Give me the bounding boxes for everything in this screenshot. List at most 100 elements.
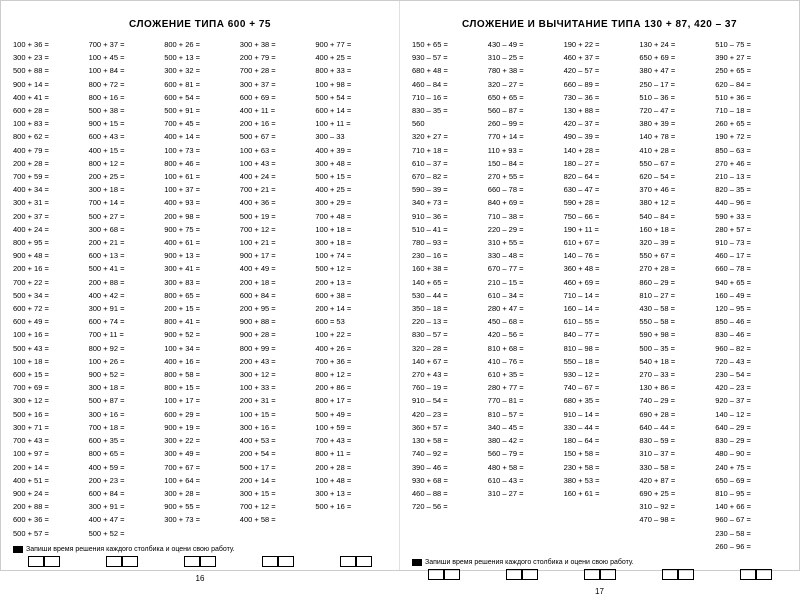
math-problem: 120 – 95 = [715, 302, 787, 315]
math-problem: 400 + 25 = [315, 51, 387, 64]
math-problem: 380 + 39 = [639, 117, 711, 130]
math-problem: 370 + 46 = [639, 183, 711, 196]
math-problem: 310 – 27 = [488, 487, 560, 500]
math-problem: 180 – 27 = [564, 157, 636, 170]
math-problem: 910 – 54 = [412, 394, 484, 407]
problem-column: 510 – 75 =390 + 27 =250 + 65 =620 – 84 =… [715, 38, 787, 553]
math-problem: 770 – 81 = [488, 394, 560, 407]
time-box [106, 556, 122, 567]
math-problem: 400 + 14 = [164, 130, 236, 143]
problem-column: 100 + 36 =300 + 23 =500 + 88 =900 + 14 =… [13, 38, 85, 540]
math-problem: 800 + 26 = [164, 38, 236, 51]
math-problem: 510 – 36 = [639, 91, 711, 104]
math-problem: 200 + 16 = [240, 117, 312, 130]
math-problem: 150 – 84 = [488, 157, 560, 170]
math-problem: 600 + 38 = [315, 289, 387, 302]
math-problem: 110 + 93 = [488, 144, 560, 157]
math-problem: 300 + 71 = [13, 421, 85, 434]
math-problem: 140 + 67 = [412, 355, 484, 368]
math-problem: 650 + 65 = [488, 91, 560, 104]
math-problem: 900 + 15 = [89, 117, 161, 130]
math-problem: 480 + 58 = [488, 461, 560, 474]
math-problem: 700 + 28 = [240, 64, 312, 77]
math-problem: 230 – 54 = [715, 368, 787, 381]
math-problem: 380 + 53 = [564, 474, 636, 487]
math-problem: 510 – 41 = [412, 223, 484, 236]
math-problem: 800 + 12 = [89, 157, 161, 170]
math-problem: 340 – 45 = [488, 421, 560, 434]
math-problem: 760 – 19 = [412, 381, 484, 394]
math-problem: 680 + 48 = [412, 64, 484, 77]
math-problem: 300 + 18 = [89, 183, 161, 196]
math-problem: 380 + 12 = [639, 196, 711, 209]
math-problem: 420 – 23 = [412, 408, 484, 421]
page-left: СЛОЖЕНИЕ ТИПА 600 + 75 100 + 36 =300 + 2… [1, 1, 400, 570]
math-problem: 800 + 72 = [89, 78, 161, 91]
math-problem: 500 + 91 = [164, 104, 236, 117]
math-problem: 200 + 23 = [89, 474, 161, 487]
math-problem: 600 + 43 = [89, 130, 161, 143]
math-problem: 400 + 61 = [164, 236, 236, 249]
math-problem: 230 – 58 = [715, 527, 787, 540]
math-problem: 300 + 18 = [89, 381, 161, 394]
problem-column: 800 + 26 =500 + 13 =300 + 32 =600 + 81 =… [164, 38, 236, 540]
math-problem: 800 + 62 = [13, 130, 85, 143]
title-right: СЛОЖЕНИЕ И ВЫЧИТАНИЕ ТИПА 130 + 87, 420 … [412, 19, 787, 30]
math-problem: 100 + 37 = [164, 183, 236, 196]
math-problem: 100 + 59 = [315, 421, 387, 434]
math-problem: 140 + 28 = [564, 144, 636, 157]
page-right: СЛОЖЕНИЕ И ВЫЧИТАНИЕ ТИПА 130 + 87, 420 … [400, 1, 799, 570]
math-problem: 900 + 24 = [13, 487, 85, 500]
problem-column: 900 + 77 =400 + 25 =800 + 33 =100 + 98 =… [315, 38, 387, 540]
math-problem: 100 + 83 = [13, 117, 85, 130]
math-problem: 600 + 84 = [89, 487, 161, 500]
math-problem: 810 – 27 = [639, 289, 711, 302]
math-problem: 100 + 61 = [164, 170, 236, 183]
math-problem: 400 + 41 = [13, 91, 85, 104]
math-problem: 900 + 19 = [164, 421, 236, 434]
math-problem: 330 – 44 = [564, 421, 636, 434]
math-problem: 900 + 28 = [240, 328, 312, 341]
math-problem: 700 + 21 = [240, 183, 312, 196]
math-problem: 360 + 57 = [412, 421, 484, 434]
math-problem: 100 + 15 = [240, 408, 312, 421]
math-problem: 100 + 98 = [315, 78, 387, 91]
math-problem: 400 + 24 = [240, 170, 312, 183]
math-problem: 200 + 86 = [315, 381, 387, 394]
math-problem: 220 – 29 = [488, 223, 560, 236]
math-problem: 900 + 52 = [89, 368, 161, 381]
math-problem: 100 + 18 = [315, 223, 387, 236]
math-problem: 900 + 52 = [164, 328, 236, 341]
math-problem: 960 – 67 = [715, 513, 787, 526]
math-problem: 910 – 73 = [715, 236, 787, 249]
math-problem: 480 – 90 = [715, 447, 787, 460]
math-problem: 930 – 12 = [564, 368, 636, 381]
math-problem: 910 – 36 = [412, 210, 484, 223]
math-problem: 100 + 33 = [240, 381, 312, 394]
math-problem: 500 + 27 = [89, 210, 161, 223]
math-problem: 200 + 31 = [240, 394, 312, 407]
math-problem: 430 – 58 = [639, 302, 711, 315]
math-problem: 220 – 13 = [412, 315, 484, 328]
math-problem: 500 + 16 = [13, 408, 85, 421]
math-problem: 710 + 18 = [412, 144, 484, 157]
math-problem: 500 + 16 = [315, 500, 387, 513]
math-problem: 130 + 88 = [564, 104, 636, 117]
math-problem: 300 + 49 = [164, 447, 236, 460]
math-problem: 700 + 14 = [89, 196, 161, 209]
math-problem: 780 – 93 = [412, 236, 484, 249]
problem-column: 430 – 49 =310 – 25 =780 + 38 =320 – 27 =… [488, 38, 560, 553]
timing-boxes-left [13, 556, 387, 567]
math-problem: 200 + 14 = [240, 474, 312, 487]
math-problem: 640 – 44 = [639, 421, 711, 434]
math-problem: 500 + 41 = [89, 262, 161, 275]
math-problem: 210 – 15 = [488, 276, 560, 289]
math-problem: 420 – 57 = [564, 64, 636, 77]
math-problem: 400 + 11 = [240, 104, 312, 117]
math-problem: 300 + 83 = [164, 276, 236, 289]
math-problem: 900 + 55 = [164, 500, 236, 513]
math-problem: 190 + 72 = [715, 130, 787, 143]
math-problem: 140 + 65 = [412, 276, 484, 289]
math-problem: 910 – 14 = [564, 408, 636, 421]
math-problem: 100 + 18 = [13, 355, 85, 368]
